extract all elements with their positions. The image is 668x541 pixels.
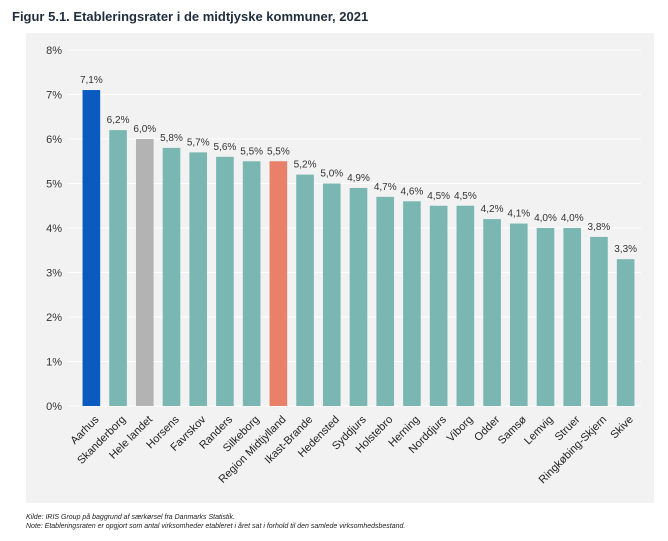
data-label: 4,9% (347, 173, 370, 184)
data-label: 4,7% (374, 182, 397, 193)
data-label: 6,0% (133, 124, 156, 135)
data-label: 4,6% (401, 186, 424, 197)
bar-holstebro (376, 196, 395, 406)
data-label: 5,7% (187, 137, 210, 148)
y-tick-label: 5% (46, 179, 62, 191)
data-label: 4,5% (427, 191, 450, 202)
bar-herning (403, 201, 421, 406)
data-label: 5,0% (320, 169, 343, 180)
data-label: 5,5% (240, 146, 263, 157)
bar-skanderborg (109, 130, 127, 406)
chart-title: Figur 5.1. Etableringsrater i de midtjys… (12, 9, 369, 24)
bar-norddjurs (429, 205, 448, 406)
source-note: Kilde: IRIS Group på baggrund af særkørs… (26, 514, 235, 521)
y-tick-label: 4% (46, 223, 62, 235)
data-label: 5,6% (214, 142, 237, 153)
bar-odder (483, 219, 501, 406)
bar-hedensted (322, 183, 341, 406)
data-label: 3,8% (588, 222, 611, 233)
y-tick-label: 2% (46, 312, 62, 324)
data-label: 4,0% (561, 213, 584, 224)
bar-randers (216, 156, 234, 406)
bar-aarhus (82, 90, 101, 407)
bar-silkeborg (242, 161, 261, 406)
data-label: 4,0% (534, 213, 557, 224)
y-tick-label: 8% (46, 45, 62, 57)
y-tick-label: 1% (46, 357, 62, 369)
bar-ringkøbing-skjern (590, 236, 608, 406)
data-label: 4,5% (454, 191, 477, 202)
bar-samsø (509, 223, 528, 406)
data-label: 6,2% (107, 115, 130, 126)
y-tick-label: 3% (46, 268, 62, 280)
bar-lemvig (536, 228, 555, 406)
bar-region-midtjylland (269, 161, 288, 406)
bar-hele-landet (135, 139, 154, 406)
y-axis-ticks: 0% 1% 2% 3% 4% 5% 6% 7% 8% (46, 45, 62, 413)
data-label: 3,3% (614, 244, 637, 255)
bar-chart: 0% 1% 2% 3% 4% 5% 6% 7% 8% 7,1% 6,2%6,0% 5,8% 5,7% 5… (46, 45, 641, 486)
x-tick-label: Lemvig (522, 414, 556, 448)
x-tick-label: Viborg (445, 414, 476, 445)
y-tick-label: 7% (46, 90, 62, 102)
bar-horsens (162, 147, 181, 406)
data-label: 5,2% (294, 160, 317, 171)
bar-struer (563, 228, 582, 406)
method-note: Note: Etableringsraten er opgjort som an… (26, 523, 406, 530)
chart-footer: Kilde: IRIS Group på baggrund af særkørs… (26, 513, 405, 531)
data-labels: 7,1%6,2%6,0%5,8% 5,7% 5,6% 5,5% 5,5%5,2%5,0%… (80, 75, 637, 255)
x-tick-label: Skive (608, 414, 636, 442)
bars (82, 90, 635, 407)
data-label: 4,2% (481, 204, 504, 215)
y-tick-label: 6% (46, 134, 62, 146)
bar-favrskov (189, 152, 208, 406)
chart-area: 0% 1% 2% 3% 4% 5% 6% 7% 8% 7,1% 6,2% 6,0% 5,8% 5,7% 5… (26, 33, 654, 503)
data-label: 5,5% (267, 146, 290, 157)
data-label: 5,8% (160, 133, 183, 144)
bar-ikast-brande (296, 174, 314, 406)
data-label: 7,1% (80, 75, 103, 86)
bar-syddjurs (349, 187, 368, 406)
data-label: 4,1% (507, 209, 530, 220)
y-tick-label: 0% (46, 401, 62, 413)
bar-viborg (456, 205, 475, 406)
bar-skive (616, 259, 635, 406)
